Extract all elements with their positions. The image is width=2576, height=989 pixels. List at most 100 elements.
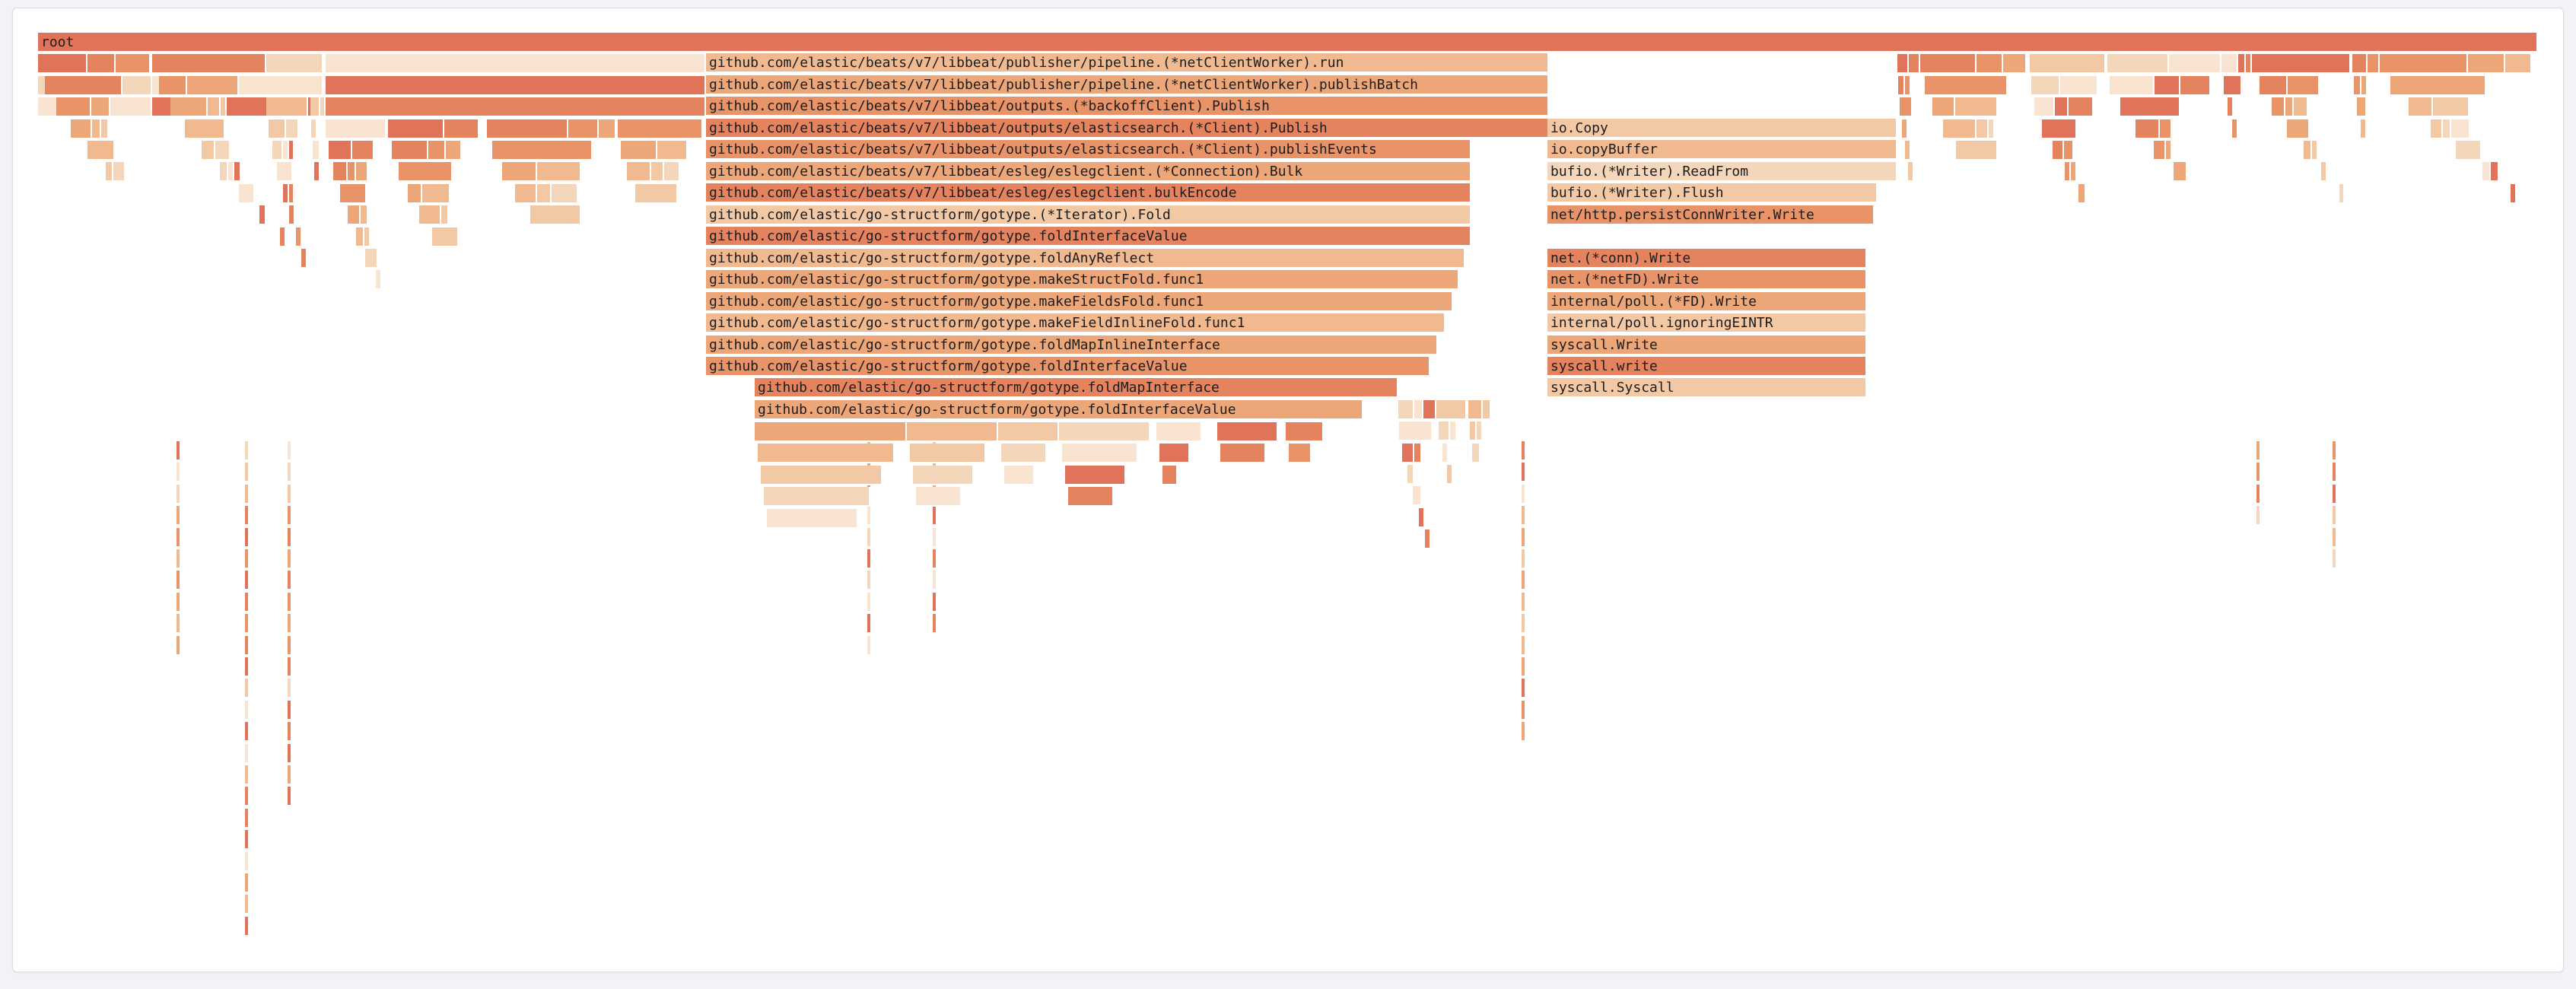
frame[interactable] xyxy=(1068,487,1114,507)
frame[interactable] xyxy=(1413,486,1422,507)
frame[interactable] xyxy=(2361,119,2367,139)
frame[interactable] xyxy=(2333,506,2337,526)
frame[interactable] xyxy=(2288,75,2320,96)
frame[interactable] xyxy=(245,830,250,851)
frame[interactable] xyxy=(288,700,292,720)
frame[interactable] xyxy=(288,722,292,743)
frame[interactable] xyxy=(2252,54,2351,75)
frame[interactable] xyxy=(2260,75,2288,96)
frame[interactable] xyxy=(2055,97,2069,118)
frame-make-field-inline-fold[interactable]: github.com/elastic/go-structform/gotype.… xyxy=(706,313,1445,333)
frame[interactable] xyxy=(2333,463,2337,483)
frame[interactable] xyxy=(245,873,250,893)
frame[interactable] xyxy=(2154,141,2166,161)
frame[interactable] xyxy=(1522,722,1526,743)
frame[interactable] xyxy=(419,205,441,226)
frame[interactable] xyxy=(758,444,895,464)
frame[interactable] xyxy=(177,506,181,526)
frame[interactable] xyxy=(1468,399,1483,420)
frame[interactable] xyxy=(867,506,872,526)
frame[interactable] xyxy=(764,487,870,507)
frame[interactable] xyxy=(92,119,101,139)
frame-backoff-publish[interactable]: github.com/elastic/beats/v7/libbeat/outp… xyxy=(706,97,1549,116)
frame[interactable] xyxy=(755,422,907,442)
frame-persist-conn-write[interactable]: net/http.persistConnWriter.Write xyxy=(1547,205,1875,225)
frame[interactable] xyxy=(289,141,294,161)
frame[interactable] xyxy=(1956,141,1998,161)
frame[interactable] xyxy=(913,465,974,485)
frame-net-conn-write[interactable]: net.(*conn).Write xyxy=(1547,249,1867,269)
frame[interactable] xyxy=(177,571,181,591)
frame[interactable] xyxy=(651,162,664,183)
frame[interactable] xyxy=(2352,54,2368,75)
frame[interactable] xyxy=(313,141,320,161)
frame[interactable] xyxy=(1920,54,1977,75)
frame[interactable] xyxy=(867,527,872,548)
frame[interactable] xyxy=(1522,463,1526,483)
frame[interactable] xyxy=(657,141,688,161)
frame[interactable] xyxy=(2468,54,2505,75)
frame[interactable] xyxy=(177,484,181,504)
frame[interactable] xyxy=(1955,97,1998,118)
frame[interactable] xyxy=(2482,162,2491,183)
frame[interactable] xyxy=(376,270,382,291)
frame-bufio-flush[interactable]: bufio.(*Writer).Flush xyxy=(1547,183,1878,203)
frame[interactable] xyxy=(288,679,292,699)
frame[interactable] xyxy=(2294,97,2308,118)
frame[interactable] xyxy=(333,162,348,183)
frame[interactable] xyxy=(1932,97,1955,118)
frame-syscall-syscall[interactable]: syscall.Syscall xyxy=(1547,378,1867,398)
frame[interactable] xyxy=(245,895,250,915)
frame[interactable] xyxy=(245,614,250,634)
frame[interactable] xyxy=(867,592,872,612)
frame[interactable] xyxy=(159,75,187,96)
frame[interactable] xyxy=(422,183,450,204)
frame[interactable] xyxy=(446,141,462,161)
frame[interactable] xyxy=(1483,399,1491,420)
frame[interactable] xyxy=(288,527,292,548)
frame[interactable] xyxy=(170,97,208,118)
frame[interactable] xyxy=(392,141,428,161)
frame[interactable] xyxy=(301,249,307,269)
frame[interactable] xyxy=(2180,75,2211,96)
frame-syscall-write-lower[interactable]: syscall.write xyxy=(1547,357,1867,377)
frame[interactable] xyxy=(2354,75,2361,96)
frame[interactable] xyxy=(2228,97,2234,118)
frame[interactable] xyxy=(1522,679,1526,699)
frame[interactable] xyxy=(202,141,215,161)
frame[interactable] xyxy=(288,743,292,764)
frame[interactable] xyxy=(1442,443,1449,463)
frame-pipeline-run[interactable]: github.com/elastic/beats/v7/libbeat/publ… xyxy=(706,53,1549,73)
frame[interactable] xyxy=(1220,444,1266,464)
frame[interactable] xyxy=(552,183,578,204)
frame[interactable] xyxy=(1897,54,1909,75)
frame[interactable] xyxy=(87,141,115,161)
frame[interactable] xyxy=(1902,119,1908,139)
frame[interactable] xyxy=(492,141,593,161)
frame[interactable] xyxy=(618,119,703,139)
frame[interactable] xyxy=(220,162,228,183)
frame[interactable] xyxy=(502,162,537,183)
frame[interactable] xyxy=(365,249,378,269)
frame-fold-interface-value[interactable]: github.com/elastic/go-structform/gotype.… xyxy=(755,400,1363,420)
frame[interactable] xyxy=(245,463,250,483)
frame[interactable] xyxy=(1522,592,1526,612)
frame[interactable] xyxy=(408,183,422,204)
frame[interactable] xyxy=(289,205,295,226)
frame[interactable] xyxy=(245,635,250,656)
frame[interactable] xyxy=(288,484,292,504)
frame[interactable] xyxy=(45,75,122,96)
frame[interactable] xyxy=(2155,75,2180,96)
frame[interactable] xyxy=(998,422,1059,442)
frame[interactable] xyxy=(296,227,302,247)
frame[interactable] xyxy=(2064,141,2074,161)
frame[interactable] xyxy=(444,119,479,139)
frame[interactable] xyxy=(288,787,292,807)
frame[interactable] xyxy=(1977,119,1989,139)
frame[interactable] xyxy=(1062,444,1138,464)
frame-ignoring-eintr[interactable]: internal/poll.ignoringEINTR xyxy=(1547,313,1867,333)
frame[interactable] xyxy=(1977,54,2003,75)
frame-iterator-fold[interactable]: github.com/elastic/go-structform/gotype.… xyxy=(706,205,1471,225)
frame[interactable] xyxy=(2246,54,2252,75)
frame[interactable] xyxy=(177,441,181,461)
